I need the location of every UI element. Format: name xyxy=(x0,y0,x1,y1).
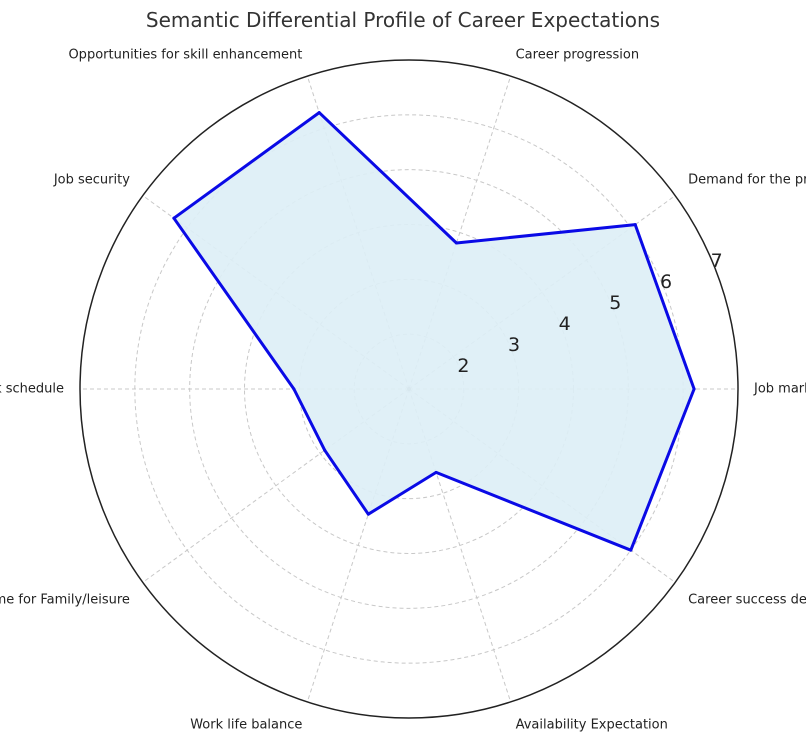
chart-title: Semantic Differential Profile of Career … xyxy=(145,8,661,32)
data-point-4 xyxy=(317,111,321,115)
category-label-6: Work schedule xyxy=(0,382,64,397)
category-label-1: Job market xyxy=(753,382,806,397)
data-point-6 xyxy=(292,387,296,391)
label-layer: 2 3 4 5 6 7 Job market Demand for the professio… xyxy=(0,47,806,732)
category-label-8: Work life balance xyxy=(190,718,302,733)
category-label-5: Job security xyxy=(53,173,130,188)
data-point-3 xyxy=(454,241,458,245)
data-point-7 xyxy=(323,448,327,452)
r-tick-label-6: 6 xyxy=(660,271,672,293)
r-tick-label-2: 2 xyxy=(457,355,469,377)
data-point-10 xyxy=(629,548,633,552)
data-point-8 xyxy=(366,512,370,516)
r-tick-label-7: 7 xyxy=(711,250,723,272)
data-point-9 xyxy=(434,470,438,474)
spoke-3 xyxy=(408,75,512,390)
category-label-4: Opportunities for skill enhancement xyxy=(68,47,302,62)
outer-frame xyxy=(79,59,739,719)
category-label-3: Career progression xyxy=(516,47,640,62)
r-tick-label-3: 3 xyxy=(508,334,520,356)
r-tick-label-5: 5 xyxy=(609,292,621,314)
category-label-7: Personal time for Family/leisure xyxy=(0,592,130,607)
data-point-1 xyxy=(692,387,696,391)
category-label-10: Career success determination xyxy=(688,592,806,607)
data-point-5 xyxy=(172,216,176,220)
spoke-7 xyxy=(142,388,410,583)
spoke-8 xyxy=(306,388,410,703)
data-layer xyxy=(172,111,696,552)
category-label-2: Demand for the profession xyxy=(688,173,806,188)
r-tick-label-4: 4 xyxy=(559,313,571,335)
series-area xyxy=(173,112,695,551)
category-label-9: Availability Expectation xyxy=(516,718,668,733)
data-point-2 xyxy=(633,223,637,227)
spoke-9 xyxy=(408,388,512,703)
